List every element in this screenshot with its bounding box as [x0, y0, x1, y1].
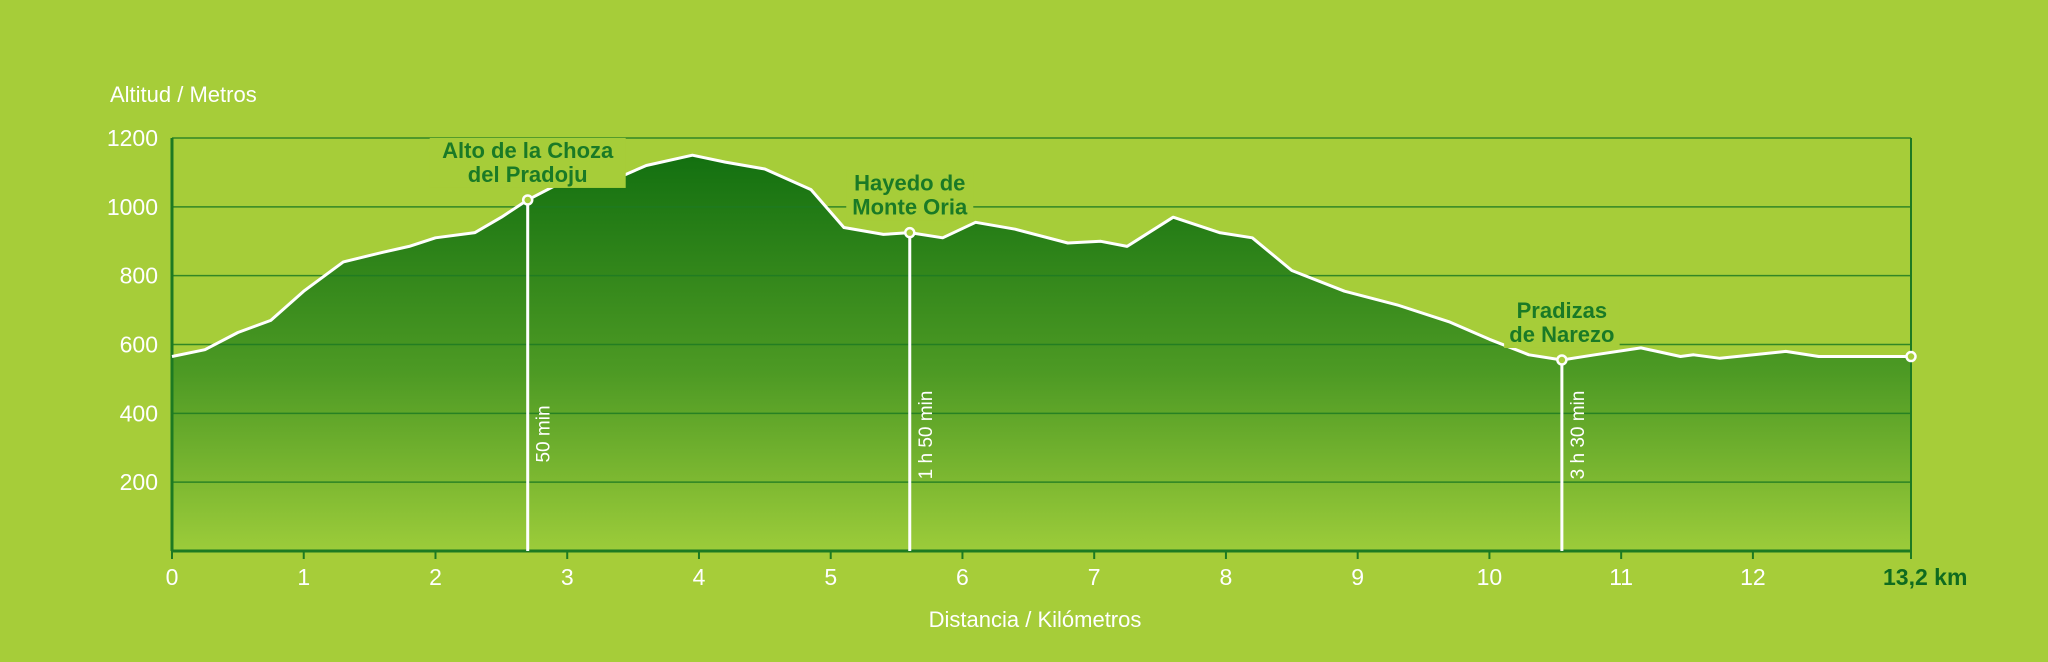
waypoint-name-line: Alto de la Choza: [442, 138, 614, 163]
x-tick-label: 3: [561, 564, 574, 590]
elevation-area: [172, 155, 1911, 551]
waypoint-name-line: Monte Oria: [852, 195, 968, 220]
waypoint-label-bg: [1504, 297, 1620, 348]
waypoint-time-label: 3 h 30 min: [1568, 391, 1589, 480]
waypoint-time-label: 1 h 50 min: [916, 391, 937, 480]
waypoint-name-line: del Pradoju: [468, 162, 588, 187]
waypoint-dot: [1556, 354, 1568, 366]
waypoint-label-bg: [429, 137, 626, 188]
y-tick-label-200: 200: [120, 469, 158, 495]
x-axis-label: Distancia / Kilómetros: [929, 607, 1142, 632]
waypoint-dot: [904, 226, 916, 239]
y-tick-label-400: 400: [120, 400, 158, 426]
x-tick-label: 1: [297, 564, 310, 590]
x-tick-label: 11: [1609, 564, 1633, 590]
y-tick-label-1200: 1200: [107, 125, 158, 151]
y-axis-label: Altitud / Metros: [110, 82, 257, 107]
waypoint-name-line: de Narezo: [1509, 322, 1614, 347]
x-tick-label: 8: [1220, 564, 1233, 590]
x-tick-label: 12: [1740, 564, 1766, 590]
x-tick-label: 6: [956, 564, 969, 590]
y-tick-label-600: 600: [120, 332, 158, 358]
waypoint-time-label: 50 min: [534, 405, 555, 462]
waypoint-label-bg: [846, 170, 974, 221]
y-tick-label-1000: 1000: [107, 194, 158, 220]
x-tick-label: 10: [1477, 564, 1503, 590]
y-tick-label-800: 800: [120, 263, 158, 289]
end-point-dot: [1905, 350, 1917, 363]
x-tick-label: 0: [166, 564, 179, 590]
x-tick-label: 9: [1351, 564, 1364, 590]
x-tick-label: 5: [824, 564, 837, 590]
x-tick-label: 4: [693, 564, 706, 590]
waypoint-name-line: Hayedo de: [854, 171, 965, 196]
gridlines-over-area: [172, 137, 1911, 483]
x-tick-label: 2: [429, 564, 442, 590]
waypoint-name-line: Pradizas: [1517, 298, 1608, 323]
x-tick-label: 7: [1088, 564, 1101, 590]
x-tick-label: 13,2 km: [1883, 564, 1967, 590]
elevation-line: [171, 153, 1911, 362]
waypoint-dot: [521, 194, 534, 206]
